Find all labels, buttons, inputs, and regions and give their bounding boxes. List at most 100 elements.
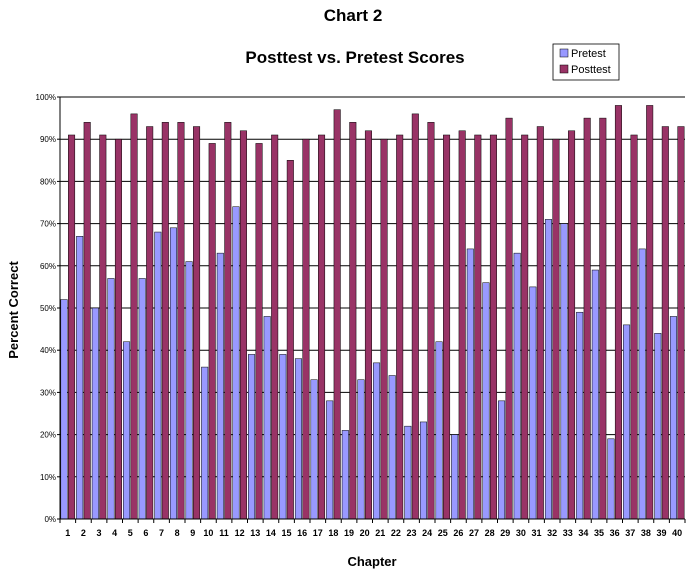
x-tick-label: 10 (203, 528, 213, 538)
bar-pretest (91, 307, 99, 520)
bar-pretest (326, 400, 334, 520)
bar-pretest (279, 354, 287, 520)
x-tick-label: 14 (266, 528, 276, 538)
bar-pretest (216, 252, 224, 520)
y-tick-label: 70% (40, 220, 56, 229)
bar-posttest (521, 134, 529, 520)
x-tick-label: 35 (594, 528, 604, 538)
x-tick-label: 5 (128, 528, 133, 538)
bar-pretest (638, 248, 646, 520)
bar-pretest (248, 354, 256, 520)
bar-pretest (201, 366, 209, 520)
bar-pretest (373, 362, 381, 520)
x-tick-label: 34 (578, 528, 588, 538)
x-tick-label: 7 (159, 528, 164, 538)
bar-posttest (208, 143, 216, 520)
bar-posttest (224, 122, 232, 520)
x-tick-label: 18 (328, 528, 338, 538)
x-tick-label: 8 (175, 528, 180, 538)
bar-pretest (669, 316, 677, 520)
bar-posttest (114, 138, 122, 520)
x-tick-label: 6 (143, 528, 148, 538)
bar-posttest (271, 134, 279, 520)
bar-posttest (146, 126, 154, 520)
x-tick-label: 13 (250, 528, 260, 538)
bar-pretest (169, 227, 177, 520)
gridlines (60, 96, 685, 478)
x-tick-label: 40 (672, 528, 682, 538)
bar-pretest (107, 278, 115, 520)
bar-posttest (380, 138, 388, 520)
bar-pretest (498, 400, 506, 520)
x-tick-label: 26 (453, 528, 463, 538)
x-tick-label: 21 (375, 528, 385, 538)
bar-posttest (630, 134, 638, 520)
bar-pretest (435, 341, 443, 520)
x-tick-label: 9 (190, 528, 195, 538)
bar-posttest (68, 134, 76, 520)
y-tick-label: 50% (40, 304, 56, 313)
x-tick-label: 25 (438, 528, 448, 538)
bar-posttest (333, 109, 341, 520)
x-tick-label: 12 (235, 528, 245, 538)
y-axis-label: Percent Correct (6, 261, 21, 359)
bar-posttest (552, 138, 560, 520)
bar-pretest (560, 223, 568, 520)
x-tick-label: 11 (219, 528, 229, 538)
bar-pretest (623, 324, 631, 520)
bars (60, 105, 685, 520)
x-tick-label: 4 (112, 528, 117, 538)
bar-posttest (302, 138, 310, 520)
bar-pretest (138, 278, 146, 520)
bar-posttest (286, 160, 294, 520)
bar-posttest (614, 105, 622, 520)
bar-posttest (396, 134, 404, 520)
x-tick-label: 24 (422, 528, 432, 538)
y-tick-label: 80% (40, 177, 56, 186)
y-tick-label: 60% (40, 262, 56, 271)
x-tick-label: 39 (657, 528, 667, 538)
y-tick-label: 40% (40, 346, 56, 355)
bar-posttest (677, 126, 685, 520)
x-tick-label: 1 (65, 528, 70, 538)
bar-pretest (404, 425, 412, 520)
x-tick-label: 16 (297, 528, 307, 538)
x-tick-label: 17 (313, 528, 323, 538)
bar-posttest (349, 122, 357, 520)
bar-posttest (239, 130, 247, 520)
bar-pretest (357, 379, 365, 520)
bar-pretest (544, 219, 552, 520)
bar-posttest (599, 117, 607, 520)
y-tick-label: 90% (40, 135, 56, 144)
bar-pretest (76, 236, 84, 520)
bar-pretest (607, 438, 615, 520)
bar-pretest (451, 434, 459, 520)
bar-pretest (591, 269, 599, 520)
chart-header: Chart 2 (324, 6, 383, 25)
bar-posttest (427, 122, 435, 520)
x-tick-label: 22 (391, 528, 401, 538)
bar-posttest (83, 122, 91, 520)
bar-posttest (458, 130, 466, 520)
bar-pretest (466, 248, 474, 520)
bar-posttest (646, 105, 654, 520)
x-tick-label: 38 (641, 528, 651, 538)
bar-pretest (60, 299, 68, 520)
bar-posttest (130, 113, 138, 520)
bar-posttest (661, 126, 669, 520)
y-tick-label: 100% (36, 93, 56, 102)
bar-posttest (411, 113, 419, 520)
bar-pretest (513, 252, 521, 520)
x-tick-labels: 1 2 3 4 5 6 7 8 9 10 11 12 13 14 15 16 17 18 19 20 21 22 23 24 2… (65, 528, 682, 538)
x-tick-label: 19 (344, 528, 354, 538)
bar-pretest (154, 231, 162, 520)
bar-posttest (474, 134, 482, 520)
bar-pretest (232, 206, 240, 520)
legend-swatch-pretest (559, 48, 569, 58)
bar-pretest (388, 375, 396, 520)
bar-posttest (177, 122, 185, 520)
x-tick-label: 2 (81, 528, 86, 538)
bar-pretest (294, 358, 302, 520)
y-tick-labels: 0% 10% 20% 30% 40% 50% 60% 70% 80% 90% 100% (36, 93, 56, 524)
bar-pretest (341, 430, 349, 520)
